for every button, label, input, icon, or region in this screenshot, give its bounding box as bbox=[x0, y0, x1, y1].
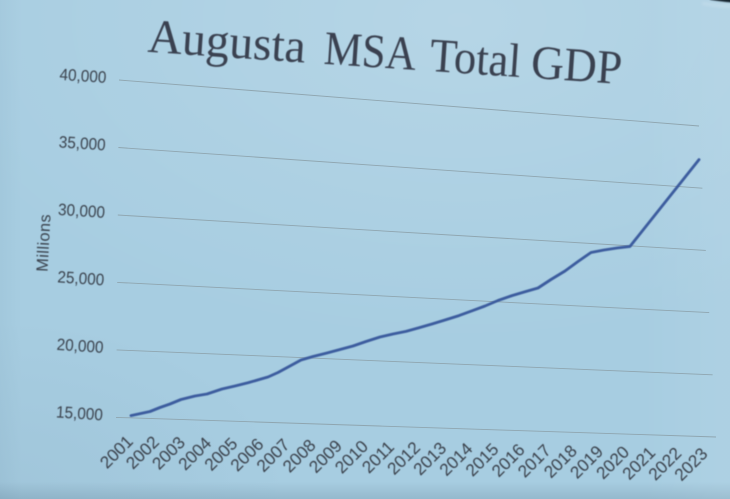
svg-text:20,000: 20,000 bbox=[56, 336, 104, 357]
svg-text:Millions: Millions bbox=[34, 213, 55, 272]
svg-text:Total: Total bbox=[428, 29, 522, 88]
svg-text:25,000: 25,000 bbox=[57, 269, 105, 290]
svg-text:Augusta: Augusta bbox=[146, 10, 307, 74]
svg-text:GDP: GDP bbox=[529, 36, 623, 95]
svg-text:40,000: 40,000 bbox=[59, 66, 107, 87]
svg-text:35,000: 35,000 bbox=[58, 134, 106, 155]
svg-text:30,000: 30,000 bbox=[58, 201, 106, 222]
svg-text:15,000: 15,000 bbox=[55, 404, 103, 425]
svg-text:MSA: MSA bbox=[322, 22, 418, 81]
